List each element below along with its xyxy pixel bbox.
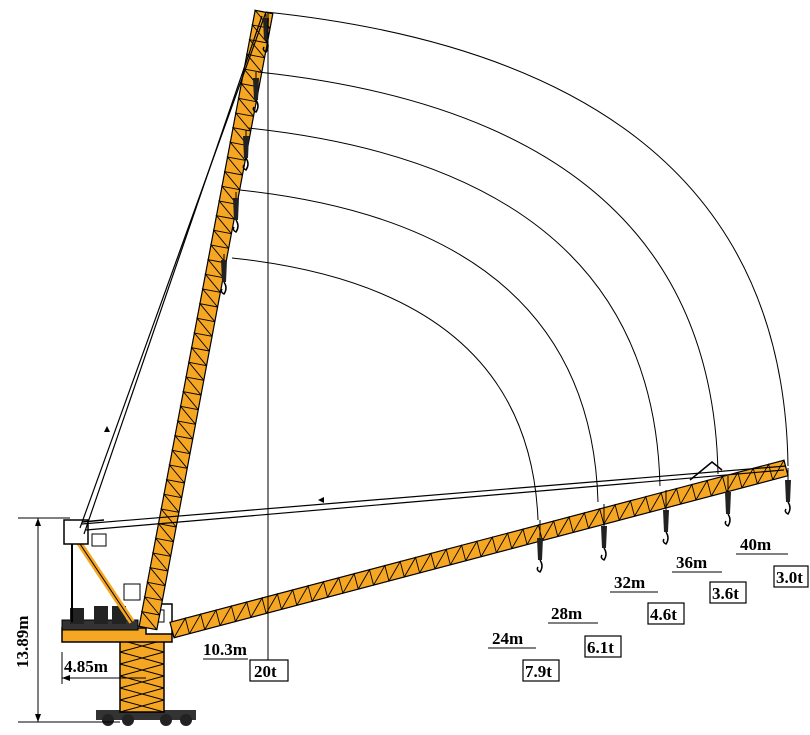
position-load-box bbox=[773, 565, 809, 588]
position-load-label: 4.6t bbox=[650, 605, 677, 624]
position-load-box bbox=[522, 659, 560, 682]
boom-lowered bbox=[169, 459, 789, 639]
position-load-label: 6.1t bbox=[587, 638, 614, 657]
position-load-label: 3.0t bbox=[776, 568, 803, 587]
counter-jib-label: 4.85m bbox=[64, 657, 108, 676]
position-load-box bbox=[709, 581, 747, 604]
hooks-lowered bbox=[536, 468, 791, 573]
counter-jib-dimension: 4.85m bbox=[61, 652, 146, 684]
position-32m: 32m 4.6t bbox=[610, 573, 685, 625]
min-radius-label: 10.3m bbox=[203, 640, 247, 659]
crane-tower-base bbox=[96, 639, 196, 726]
position-load-box bbox=[584, 635, 622, 658]
boom-tip-arcs bbox=[231, 11, 789, 521]
min-radius-load: 20t bbox=[254, 662, 277, 681]
hooks-raised bbox=[220, 14, 269, 295]
position-28m: 28m 6.1t bbox=[548, 604, 622, 658]
position-radius-label: 40m bbox=[740, 535, 771, 554]
position-load-label: 3.6t bbox=[712, 584, 739, 603]
min-radius-marker: 10.3m 20t bbox=[203, 12, 289, 682]
position-radius-label: 36m bbox=[676, 553, 707, 572]
position-load-box bbox=[647, 602, 685, 625]
position-radius-label: 24m bbox=[492, 629, 523, 648]
position-36m: 36m 3.6t bbox=[672, 553, 747, 604]
position-radius-label: 28m bbox=[551, 604, 582, 623]
position-24m: 24m 7.9t bbox=[488, 629, 560, 682]
radius-load-labels: 24m 7.9t 28m 6.1t 32m 4.6t 36m 3.6t 40m bbox=[488, 535, 809, 682]
position-radius-label: 32m bbox=[614, 573, 645, 592]
position-load-label: 7.9t bbox=[525, 662, 552, 681]
position-40m: 40m 3.0t bbox=[736, 535, 809, 588]
boom-raised bbox=[138, 9, 274, 631]
min-radius-load-box bbox=[249, 659, 289, 682]
height-dimension: 13.89m bbox=[13, 517, 120, 723]
height-label: 13.89m bbox=[13, 616, 32, 668]
pendant-lines bbox=[79, 11, 787, 535]
